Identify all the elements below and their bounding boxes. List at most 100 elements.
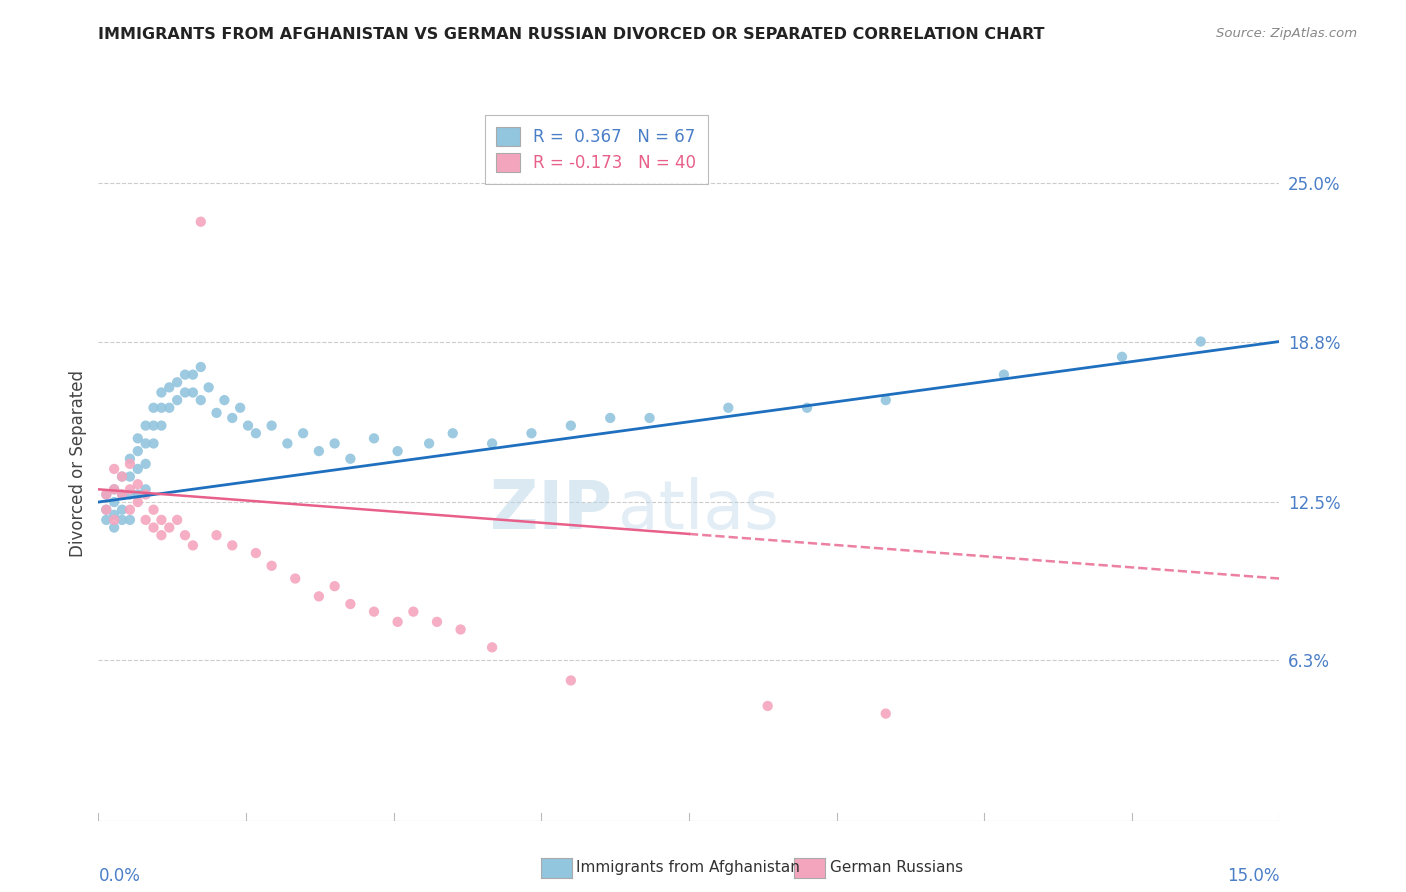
Point bbox=[221, 411, 243, 425]
Point bbox=[150, 528, 173, 542]
Point bbox=[276, 436, 298, 450]
Point bbox=[142, 418, 165, 433]
Text: 0.0%: 0.0% bbox=[98, 866, 141, 885]
Point bbox=[166, 513, 188, 527]
Point bbox=[1189, 334, 1212, 349]
Point bbox=[441, 426, 464, 441]
Point bbox=[205, 406, 228, 420]
Point bbox=[127, 462, 149, 476]
Point bbox=[111, 502, 134, 516]
Point bbox=[174, 528, 197, 542]
Point bbox=[323, 579, 346, 593]
Text: 15.0%: 15.0% bbox=[1227, 866, 1279, 885]
Point bbox=[481, 640, 503, 655]
Point bbox=[111, 469, 134, 483]
Point bbox=[221, 538, 243, 552]
Point bbox=[181, 538, 204, 552]
Point bbox=[103, 483, 125, 497]
Point bbox=[363, 431, 385, 445]
Point bbox=[135, 457, 157, 471]
Point bbox=[118, 469, 141, 483]
Point bbox=[339, 451, 361, 466]
Text: German Russians: German Russians bbox=[830, 861, 963, 875]
Point bbox=[599, 411, 621, 425]
Point bbox=[717, 401, 740, 415]
Point bbox=[103, 513, 125, 527]
Point bbox=[157, 401, 180, 415]
Point bbox=[190, 393, 212, 408]
Point bbox=[118, 457, 141, 471]
Point bbox=[157, 520, 180, 534]
Point bbox=[292, 426, 315, 441]
Point bbox=[111, 487, 134, 501]
Point bbox=[150, 513, 173, 527]
Point bbox=[993, 368, 1015, 382]
Text: Source: ZipAtlas.com: Source: ZipAtlas.com bbox=[1216, 27, 1357, 40]
Point bbox=[135, 436, 157, 450]
Point bbox=[284, 572, 307, 586]
Text: ZIP: ZIP bbox=[491, 477, 612, 543]
Point bbox=[323, 436, 346, 450]
Point bbox=[127, 487, 149, 501]
Point bbox=[135, 483, 157, 497]
Point bbox=[111, 487, 134, 501]
Point bbox=[402, 605, 425, 619]
Point bbox=[103, 483, 125, 497]
Point bbox=[118, 451, 141, 466]
Point bbox=[103, 508, 125, 522]
Point bbox=[190, 215, 212, 229]
Point bbox=[103, 520, 125, 534]
Point bbox=[150, 418, 173, 433]
Point bbox=[875, 393, 897, 408]
Point bbox=[875, 706, 897, 721]
Point bbox=[118, 502, 141, 516]
Point bbox=[418, 436, 440, 450]
Point bbox=[135, 418, 157, 433]
Point bbox=[638, 411, 661, 425]
Point bbox=[103, 462, 125, 476]
Point bbox=[450, 623, 472, 637]
Point bbox=[103, 495, 125, 509]
Point bbox=[127, 495, 149, 509]
Point bbox=[236, 418, 259, 433]
Point bbox=[260, 558, 283, 573]
Point bbox=[260, 418, 283, 433]
Y-axis label: Divorced or Separated: Divorced or Separated bbox=[69, 370, 87, 558]
Text: Immigrants from Afghanistan: Immigrants from Afghanistan bbox=[576, 861, 800, 875]
Point bbox=[135, 513, 157, 527]
Point bbox=[245, 426, 267, 441]
Point bbox=[127, 431, 149, 445]
Point bbox=[96, 487, 118, 501]
Point bbox=[135, 487, 157, 501]
Point bbox=[245, 546, 267, 560]
Point bbox=[181, 385, 204, 400]
Point bbox=[481, 436, 503, 450]
Point bbox=[127, 444, 149, 458]
Point bbox=[142, 502, 165, 516]
Point bbox=[363, 605, 385, 619]
Point bbox=[174, 385, 197, 400]
Point bbox=[96, 487, 118, 501]
Point bbox=[142, 520, 165, 534]
Point bbox=[174, 368, 197, 382]
Text: IMMIGRANTS FROM AFGHANISTAN VS GERMAN RUSSIAN DIVORCED OR SEPARATED CORRELATION : IMMIGRANTS FROM AFGHANISTAN VS GERMAN RU… bbox=[98, 27, 1045, 42]
Point bbox=[150, 401, 173, 415]
Point bbox=[520, 426, 543, 441]
Point bbox=[96, 502, 118, 516]
Point bbox=[560, 673, 582, 688]
Point bbox=[150, 385, 173, 400]
Point bbox=[127, 477, 149, 491]
Point bbox=[1111, 350, 1133, 364]
Point bbox=[166, 393, 188, 408]
Point bbox=[166, 376, 188, 390]
Point bbox=[197, 380, 219, 394]
Point bbox=[111, 513, 134, 527]
Point bbox=[157, 380, 180, 394]
Point bbox=[96, 513, 118, 527]
Point bbox=[96, 502, 118, 516]
Legend: R =  0.367   N = 67, R = -0.173   N = 40: R = 0.367 N = 67, R = -0.173 N = 40 bbox=[485, 115, 707, 184]
Point bbox=[426, 615, 449, 629]
Point bbox=[111, 469, 134, 483]
Point bbox=[339, 597, 361, 611]
Point bbox=[190, 359, 212, 374]
